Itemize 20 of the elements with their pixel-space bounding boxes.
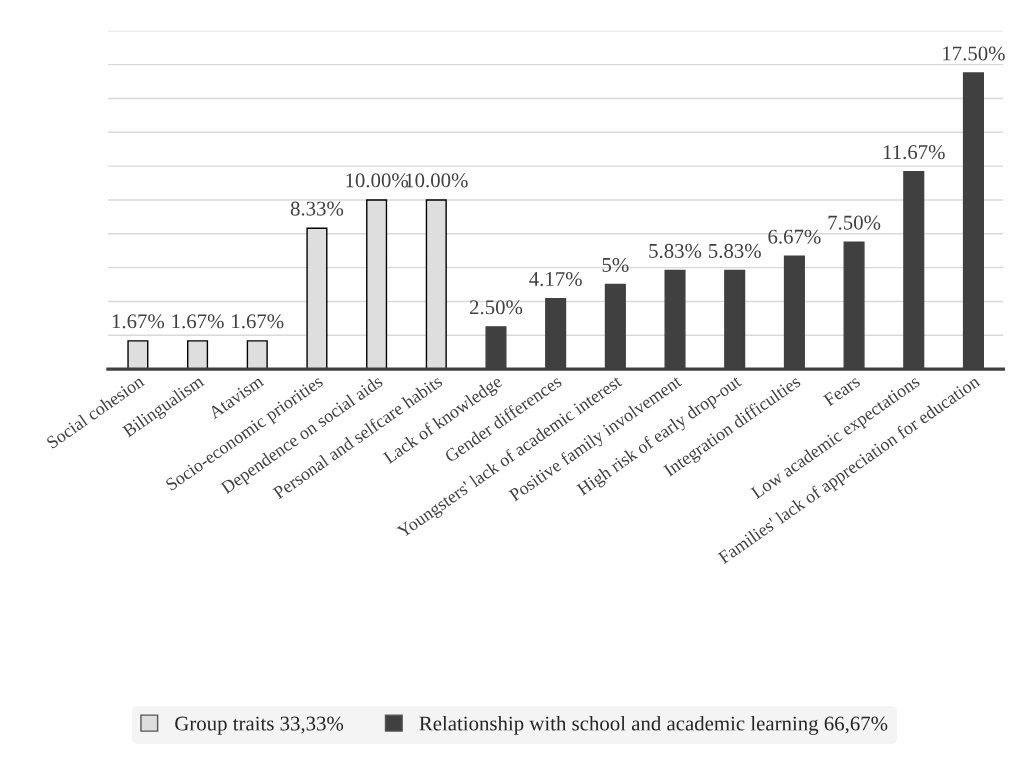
bar bbox=[127, 340, 149, 370]
data-label: 6.67% bbox=[768, 229, 821, 244]
data-label: 10.00% bbox=[346, 173, 409, 188]
data-label: 7.50% bbox=[828, 215, 881, 230]
bar bbox=[246, 340, 268, 370]
data-label: 10.00% bbox=[406, 173, 468, 188]
data-label: 8.33% bbox=[290, 201, 344, 216]
data-label: 17.50% bbox=[943, 46, 1005, 61]
legend-label: Relationship with school and academic learning 66,67% bbox=[419, 715, 888, 735]
bar bbox=[187, 340, 209, 370]
data-label: 5% bbox=[602, 257, 629, 273]
data-label: 1.67% bbox=[172, 314, 224, 329]
data-label: 5.83% bbox=[709, 243, 761, 259]
data-label: 1.67% bbox=[112, 314, 165, 329]
legend-label: Group traits 33,33% bbox=[175, 716, 344, 735]
data-label: 2.50% bbox=[469, 300, 523, 315]
data-label: 11.67% bbox=[883, 145, 945, 160]
data-label: 1.67% bbox=[232, 314, 284, 329]
data-label: 4.17% bbox=[529, 271, 582, 287]
data-label: 5.83% bbox=[649, 243, 702, 259]
